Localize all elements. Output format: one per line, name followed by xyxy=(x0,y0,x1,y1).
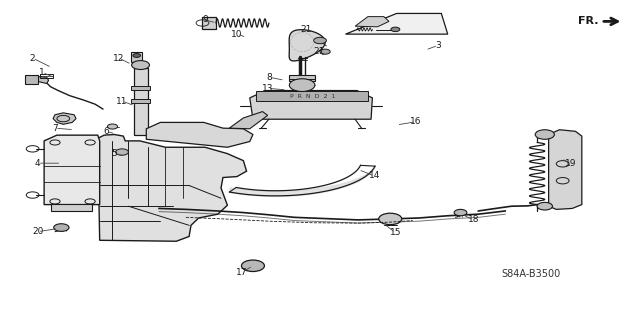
Bar xyxy=(131,52,143,62)
Text: 4: 4 xyxy=(35,159,40,168)
Circle shape xyxy=(379,213,402,225)
Text: 21: 21 xyxy=(313,47,324,56)
Polygon shape xyxy=(44,135,100,204)
Bar xyxy=(289,75,315,81)
Text: 20: 20 xyxy=(32,227,44,236)
Circle shape xyxy=(537,202,552,210)
Text: 8: 8 xyxy=(266,73,272,82)
Text: S84A-B3500: S84A-B3500 xyxy=(501,269,561,279)
Text: 16: 16 xyxy=(410,117,422,126)
Polygon shape xyxy=(25,75,38,84)
Circle shape xyxy=(133,53,141,57)
Text: 11: 11 xyxy=(116,97,128,106)
Circle shape xyxy=(391,27,400,32)
Text: 7: 7 xyxy=(52,124,58,132)
Polygon shape xyxy=(548,130,582,209)
Polygon shape xyxy=(53,113,76,124)
Text: FR.: FR. xyxy=(578,16,598,27)
Polygon shape xyxy=(147,123,253,147)
Polygon shape xyxy=(229,112,268,129)
Bar xyxy=(131,99,150,103)
Circle shape xyxy=(108,124,118,129)
Polygon shape xyxy=(98,134,246,241)
Text: 18: 18 xyxy=(467,215,479,224)
Polygon shape xyxy=(289,30,325,61)
Polygon shape xyxy=(355,17,389,27)
Circle shape xyxy=(132,60,150,69)
Text: 3: 3 xyxy=(435,41,441,50)
Circle shape xyxy=(54,224,69,231)
Text: 19: 19 xyxy=(564,159,576,168)
Bar xyxy=(51,204,92,211)
Text: 6: 6 xyxy=(103,127,109,136)
Circle shape xyxy=(289,79,315,92)
Circle shape xyxy=(314,37,326,44)
Bar xyxy=(40,74,53,78)
Text: 17: 17 xyxy=(236,268,248,277)
Text: 10: 10 xyxy=(231,30,243,39)
Text: P  R  N  D  2  1: P R N D 2 1 xyxy=(290,94,335,100)
Bar xyxy=(131,86,150,90)
Polygon shape xyxy=(250,91,372,119)
Polygon shape xyxy=(36,76,49,84)
Circle shape xyxy=(116,149,129,155)
Polygon shape xyxy=(346,13,448,34)
Circle shape xyxy=(535,130,554,139)
Bar xyxy=(256,92,368,101)
Circle shape xyxy=(454,209,467,216)
Text: 14: 14 xyxy=(369,172,380,180)
Text: 5: 5 xyxy=(111,149,117,158)
Bar xyxy=(202,17,216,29)
Text: 1: 1 xyxy=(39,68,45,77)
Text: 15: 15 xyxy=(390,228,401,237)
Circle shape xyxy=(241,260,264,271)
Text: 13: 13 xyxy=(262,84,273,93)
Text: 12: 12 xyxy=(113,53,125,62)
Text: 21: 21 xyxy=(300,25,312,34)
Bar xyxy=(134,68,148,134)
Text: 2: 2 xyxy=(30,53,35,62)
Text: 9: 9 xyxy=(202,15,208,24)
Circle shape xyxy=(320,49,330,54)
